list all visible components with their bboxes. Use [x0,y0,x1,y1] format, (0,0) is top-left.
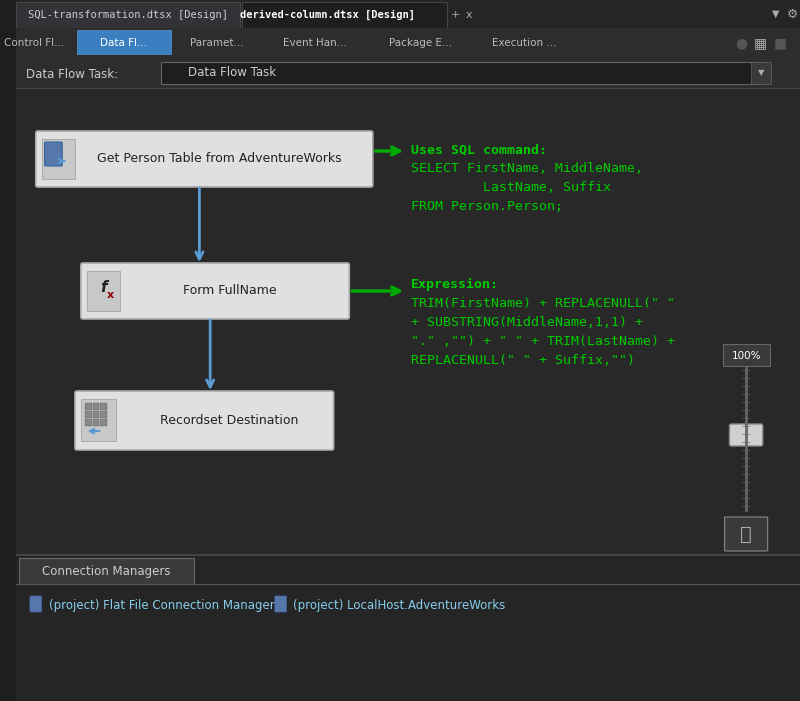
FancyBboxPatch shape [45,142,62,166]
Text: ▼: ▼ [772,9,779,19]
FancyBboxPatch shape [85,419,92,426]
FancyBboxPatch shape [101,419,107,426]
Text: Data Fl...: Data Fl... [100,38,147,48]
Text: "." ,"") + " " + TRIM(LastName) +: "." ,"") + " " + TRIM(LastName) + [411,335,675,348]
Text: ▦: ▦ [754,36,767,50]
Text: Control Fl...: Control Fl... [4,38,64,48]
Text: SQL-transformation.dtsx [Design]: SQL-transformation.dtsx [Design] [28,10,228,20]
Text: Event Han...: Event Han... [283,38,347,48]
FancyBboxPatch shape [161,62,761,84]
Text: Get Person Table from AdventureWorks: Get Person Table from AdventureWorks [97,153,342,165]
Text: (project) Flat File Connection Manager: (project) Flat File Connection Manager [49,599,274,611]
Text: LastName, Suffix: LastName, Suffix [411,181,611,194]
Text: derived-column.dtsx [Design]: derived-column.dtsx [Design] [240,10,415,20]
FancyBboxPatch shape [81,263,350,319]
Text: Execution ...: Execution ... [493,38,557,48]
FancyBboxPatch shape [16,88,800,555]
Text: TRIM(FirstName) + REPLACENULL(" ": TRIM(FirstName) + REPLACENULL(" " [411,297,675,310]
Text: REPLACENULL(" " + Suffix,""): REPLACENULL(" " + Suffix,"") [411,354,635,367]
Text: Recordset Destination: Recordset Destination [160,414,298,426]
FancyBboxPatch shape [93,403,99,410]
Text: Form FullName: Form FullName [183,285,277,297]
FancyBboxPatch shape [16,555,800,701]
Text: Uses SQL command:: Uses SQL command: [411,143,547,156]
Text: + SUBSTRING(MiddleName,1,1) +: + SUBSTRING(MiddleName,1,1) + [411,316,643,329]
FancyBboxPatch shape [725,517,768,551]
Text: ⚙: ⚙ [786,8,798,20]
FancyBboxPatch shape [85,403,92,410]
Text: (project) LocalHost.AdventureWorks: (project) LocalHost.AdventureWorks [294,599,506,611]
FancyBboxPatch shape [86,271,120,311]
FancyBboxPatch shape [77,30,171,54]
Text: Data Flow Task: Data Flow Task [188,67,276,79]
FancyBboxPatch shape [85,411,92,418]
FancyBboxPatch shape [751,62,770,84]
Text: x: x [466,10,472,20]
Text: Expression:: Expression: [411,278,499,291]
FancyBboxPatch shape [722,344,770,366]
Text: Data Flow Task:: Data Flow Task: [26,67,118,81]
FancyBboxPatch shape [75,391,334,450]
Text: FROM Person.Person;: FROM Person.Person; [411,200,563,213]
Text: Connection Managers: Connection Managers [42,564,170,578]
FancyBboxPatch shape [16,58,800,88]
Text: x: x [106,290,114,300]
FancyBboxPatch shape [16,28,800,58]
Text: f: f [100,280,106,294]
Text: ■: ■ [774,36,787,50]
Text: ⤢: ⤢ [740,524,752,543]
Text: 100%: 100% [731,351,761,361]
FancyBboxPatch shape [42,139,75,179]
Text: ●: ● [735,36,747,50]
FancyBboxPatch shape [81,399,116,441]
Text: Paramet...: Paramet... [190,38,244,48]
Text: SELECT FirstName, MiddleName,: SELECT FirstName, MiddleName, [411,162,643,175]
Text: +: + [450,10,460,20]
FancyBboxPatch shape [730,424,762,446]
FancyBboxPatch shape [30,596,42,612]
FancyBboxPatch shape [19,558,194,584]
Text: Package E...: Package E... [390,38,452,48]
FancyBboxPatch shape [36,131,373,187]
FancyBboxPatch shape [16,2,239,28]
FancyBboxPatch shape [242,2,447,28]
FancyBboxPatch shape [275,596,286,612]
FancyBboxPatch shape [93,419,99,426]
Text: ▼: ▼ [758,69,764,78]
FancyBboxPatch shape [16,0,800,28]
FancyBboxPatch shape [93,411,99,418]
FancyBboxPatch shape [101,411,107,418]
FancyBboxPatch shape [101,403,107,410]
